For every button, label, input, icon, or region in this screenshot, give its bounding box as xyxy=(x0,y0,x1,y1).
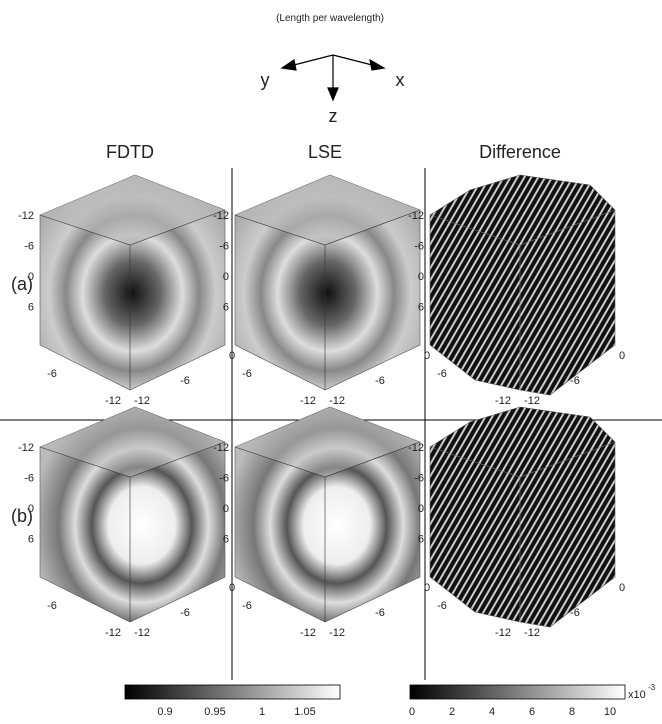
column-title: LSE xyxy=(308,142,342,162)
panel: -12 -6 0 6 -6 -12 -12 -6 0 xyxy=(18,174,235,407)
axis-label: y xyxy=(261,70,270,90)
tick-label: -6 xyxy=(570,607,580,619)
tick-label: -6 xyxy=(180,375,190,387)
tick-label: -12 xyxy=(329,395,345,407)
colorbar-tick-label: 4 xyxy=(489,706,495,718)
tick-label: -6 xyxy=(47,600,57,612)
column-title: Difference xyxy=(479,142,561,162)
colorbar-tick-label: 0 xyxy=(409,706,415,718)
tick-label: 6 xyxy=(223,534,229,546)
tick-label: 0 xyxy=(28,503,34,515)
cube-edges xyxy=(429,441,616,622)
cube-surface xyxy=(429,174,616,396)
axes-diagram xyxy=(280,54,386,102)
row-label: (b) xyxy=(11,506,33,526)
cube-surface xyxy=(429,406,616,628)
tick-label: -12 xyxy=(408,210,424,222)
tick-label: -6 xyxy=(242,600,252,612)
colorbar-exponent: -3 xyxy=(648,683,656,692)
cube-edges xyxy=(39,209,226,390)
tick-label: -12 xyxy=(329,627,345,639)
tick-label: 0 xyxy=(619,582,625,594)
panel: -12 -6 0 6 -6 -12 -12 -6 0 xyxy=(213,174,430,407)
panel: -12 -6 0 6 -6 -12 -12 -6 0 xyxy=(408,174,625,407)
tick-label: -12 xyxy=(300,627,316,639)
panel: -12 -6 0 6 -6 -12 -12 -6 0 xyxy=(213,406,430,639)
tick-label: -12 xyxy=(18,210,34,222)
colorbar-multiplier: x10 xyxy=(628,689,646,701)
tick-label: 0 xyxy=(424,350,430,362)
tick-label: -6 xyxy=(375,607,385,619)
colorbar-tick-label: 10 xyxy=(604,706,616,718)
tick-label: 0 xyxy=(223,503,229,515)
tick-label: -12 xyxy=(134,627,150,639)
axis-label: x xyxy=(396,70,405,90)
tick-label: 6 xyxy=(223,302,229,314)
colorbar-tick-label: 8 xyxy=(569,706,575,718)
tick-label: -6 xyxy=(24,473,34,485)
axis-label: z xyxy=(329,106,338,126)
colorbar xyxy=(409,684,626,700)
tick-label: -12 xyxy=(213,442,229,454)
colorbar-tick-label: 6 xyxy=(529,706,535,718)
tick-label: -6 xyxy=(375,375,385,387)
tick-label: -6 xyxy=(437,600,447,612)
tick-label: -12 xyxy=(134,395,150,407)
tick-label: -6 xyxy=(242,368,252,380)
tick-label: -6 xyxy=(570,375,580,387)
row-label: (a) xyxy=(11,274,33,294)
cube-edges xyxy=(234,441,421,622)
cube-top xyxy=(235,175,420,245)
tick-label: -12 xyxy=(524,395,540,407)
tick-label: -6 xyxy=(219,241,229,253)
tick-label: -6 xyxy=(414,241,424,253)
cube-edges xyxy=(234,209,421,390)
colorbar-tick-label: 0.95 xyxy=(204,706,225,718)
tick-label: -12 xyxy=(495,627,511,639)
tick-label: 0 xyxy=(229,582,235,594)
tick-label: -6 xyxy=(47,368,57,380)
tick-label: -6 xyxy=(437,368,447,380)
tick-label: -6 xyxy=(24,241,34,253)
cube-top xyxy=(40,407,225,477)
colorbar xyxy=(124,684,341,700)
cube-top xyxy=(40,175,225,245)
tick-label: -12 xyxy=(105,395,121,407)
colorbar-tick-label: 1.05 xyxy=(294,706,315,718)
tick-label: -12 xyxy=(524,627,540,639)
tick-label: 6 xyxy=(28,302,34,314)
cube-edges xyxy=(39,441,226,622)
axes-caption: (Length per wavelength) xyxy=(276,13,384,24)
tick-label: -12 xyxy=(495,395,511,407)
tick-label: -6 xyxy=(180,607,190,619)
tick-label: 0 xyxy=(223,271,229,283)
tick-label: 6 xyxy=(418,302,424,314)
tick-label: 6 xyxy=(28,534,34,546)
tick-label: 6 xyxy=(418,534,424,546)
colorbar-tick-label: 0.9 xyxy=(157,706,172,718)
cube-edges xyxy=(429,209,616,390)
tick-label: 0 xyxy=(619,350,625,362)
tick-label: -12 xyxy=(18,442,34,454)
tick-label: -6 xyxy=(219,473,229,485)
panel: -12 -6 0 6 -6 -12 -12 -6 0 xyxy=(18,406,235,639)
tick-label: -6 xyxy=(414,473,424,485)
tick-label: -12 xyxy=(105,627,121,639)
tick-label: 0 xyxy=(28,271,34,283)
tick-label: -12 xyxy=(300,395,316,407)
tick-label: 0 xyxy=(418,271,424,283)
colorbar-tick-label: 1 xyxy=(259,706,265,718)
cube-top xyxy=(235,407,420,477)
tick-label: 0 xyxy=(418,503,424,515)
panel: -12 -6 0 6 -6 -12 -12 -6 0 xyxy=(408,406,625,639)
tick-label: -12 xyxy=(408,442,424,454)
column-title: FDTD xyxy=(106,142,154,162)
tick-label: 0 xyxy=(424,582,430,594)
tick-label: -12 xyxy=(213,210,229,222)
colorbar-tick-label: 2 xyxy=(449,706,455,718)
tick-label: 0 xyxy=(229,350,235,362)
